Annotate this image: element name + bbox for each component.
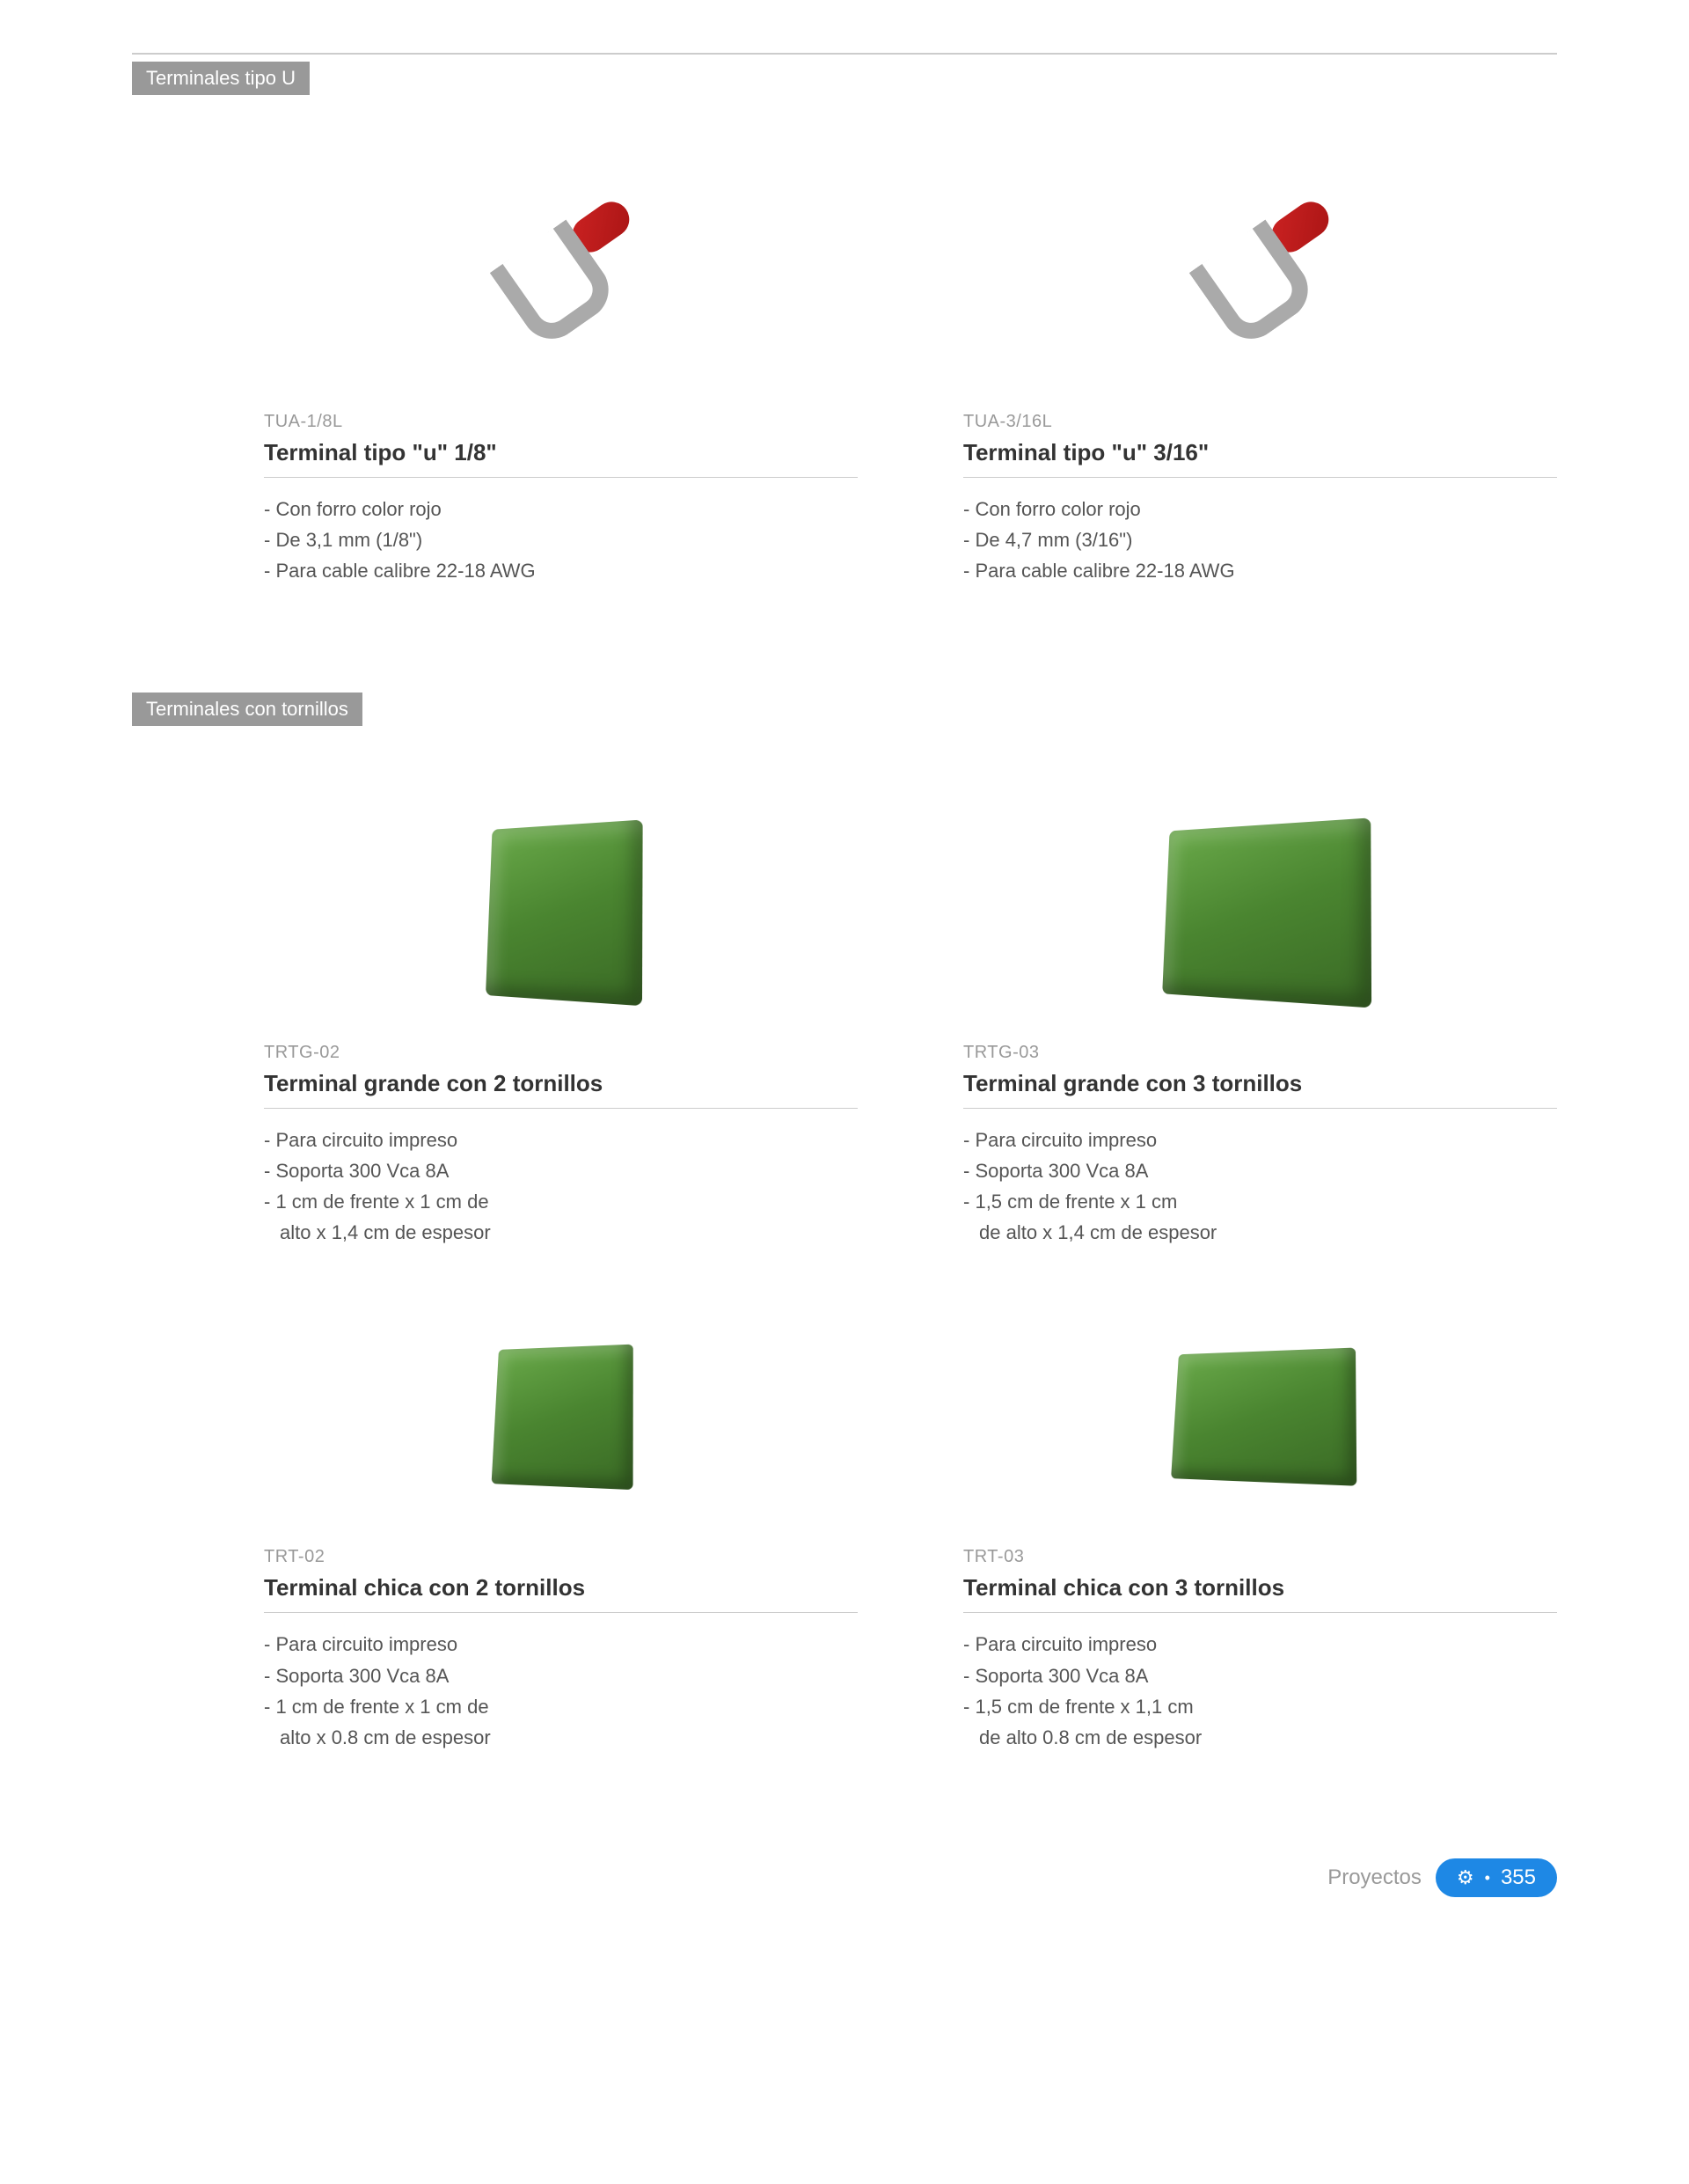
product-specs: Con forro color rojoDe 4,7 mm (3/16")Par… [963,494,1557,587]
title-divider [264,1108,858,1109]
product-card: TRTG-03 Terminal grande con 3 tornillos Pa… [963,796,1557,1249]
product-image [963,165,1557,394]
product-sku: TRTG-02 [264,1043,858,1063]
product-specs: Para circuito impresoSoporta 300 Vca 8A1… [264,1125,858,1249]
spec-line: Soporta 300 Vca 8A [264,1660,858,1691]
product-specs: Con forro color rojoDe 3,1 mm (1/8")Para… [264,494,858,587]
product-illustration [1171,1348,1356,1486]
product-title: Terminal grande con 3 tornillos [963,1070,1557,1097]
top-divider [132,53,1557,55]
spec-line: 1 cm de frente x 1 cm de [264,1186,858,1217]
spec-line: Para circuito impreso [963,1125,1557,1155]
spec-line: Soporta 300 Vca 8A [963,1660,1557,1691]
spec-line: de alto 0.8 cm de espesor [963,1722,1557,1753]
product-title: Terminal chica con 3 tornillos [963,1574,1557,1601]
product-image [264,796,858,1025]
spec-line: Para circuito impreso [963,1629,1557,1660]
spec-line: De 3,1 mm (1/8") [264,524,858,555]
product-title: Terminal grande con 2 tornillos [264,1070,858,1097]
product-image [264,1301,858,1529]
title-divider [264,477,858,478]
spec-line: De 4,7 mm (3/16") [963,524,1557,555]
product-illustration [1162,817,1371,1008]
title-divider [963,1612,1557,1613]
product-sku: TUA-1/8L [264,412,858,432]
spec-line: Para circuito impreso [264,1629,858,1660]
title-divider [264,1612,858,1613]
spec-line: Con forro color rojo [264,494,858,524]
spec-line: Para circuito impreso [264,1125,858,1155]
product-title: Terminal chica con 2 tornillos [264,1574,858,1601]
page-number: 355 [1501,1865,1536,1890]
product-title: Terminal tipo "u" 1/8" [264,439,858,466]
title-divider [963,1108,1557,1109]
product-card: TRT-02 Terminal chica con 2 tornillos Para… [264,1301,858,1753]
product-specs: Para circuito impresoSoporta 300 Vca 8A1… [963,1629,1557,1753]
spec-line: Soporta 300 Vca 8A [264,1155,858,1186]
product-image [264,165,858,394]
product-image [963,796,1557,1025]
section-header-1: Terminales tipo U [132,62,310,95]
spec-line: Para cable calibre 22-18 AWG [963,555,1557,586]
product-illustration [486,819,643,1006]
spec-line: 1 cm de frente x 1 cm de [264,1691,858,1722]
section2-grid: TRTG-02 Terminal grande con 2 tornillos Pa… [132,796,1557,1754]
section1-grid: TUA-1/8L Terminal tipo "u" 1/8" Con forro … [132,165,1557,587]
product-image [963,1301,1557,1529]
spec-line: 1,5 cm de frente x 1,1 cm [963,1691,1557,1722]
footer-category: Proyectos [1327,1865,1422,1890]
footer-page-badge: ⚙ • 355 [1436,1858,1557,1897]
spec-line: Soporta 300 Vca 8A [963,1155,1557,1186]
projects-icon: ⚙ [1457,1866,1474,1889]
spec-line: alto x 0.8 cm de espesor [264,1722,858,1753]
product-card: TUA-3/16L Terminal tipo "u" 3/16" Con forr… [963,165,1557,587]
product-card: TRT-03 Terminal chica con 3 tornillos Para… [963,1301,1557,1753]
product-sku: TRT-02 [264,1547,858,1567]
separator-dot: • [1485,1869,1490,1887]
product-specs: Para circuito impresoSoporta 300 Vca 8A1… [963,1125,1557,1249]
spec-line: alto x 1,4 cm de espesor [264,1217,858,1248]
spec-line: Con forro color rojo [963,494,1557,524]
product-specs: Para circuito impresoSoporta 300 Vca 8A1… [264,1629,858,1753]
product-sku: TUA-3/16L [963,412,1557,432]
title-divider [963,477,1557,478]
product-card: TRTG-02 Terminal grande con 2 tornillos Pa… [264,796,858,1249]
spec-line: Para cable calibre 22-18 AWG [264,555,858,586]
product-illustration [1181,201,1340,359]
product-illustration [491,1345,632,1490]
spec-line: de alto x 1,4 cm de espesor [963,1217,1557,1248]
page-footer: Proyectos ⚙ • 355 [132,1858,1557,1897]
spec-line: 1,5 cm de frente x 1 cm [963,1186,1557,1217]
product-title: Terminal tipo "u" 3/16" [963,439,1557,466]
product-illustration [482,201,640,359]
product-sku: TRTG-03 [963,1043,1557,1063]
product-card: TUA-1/8L Terminal tipo "u" 1/8" Con forro … [264,165,858,587]
product-sku: TRT-03 [963,1547,1557,1567]
section-header-2: Terminales con tornillos [132,693,362,726]
